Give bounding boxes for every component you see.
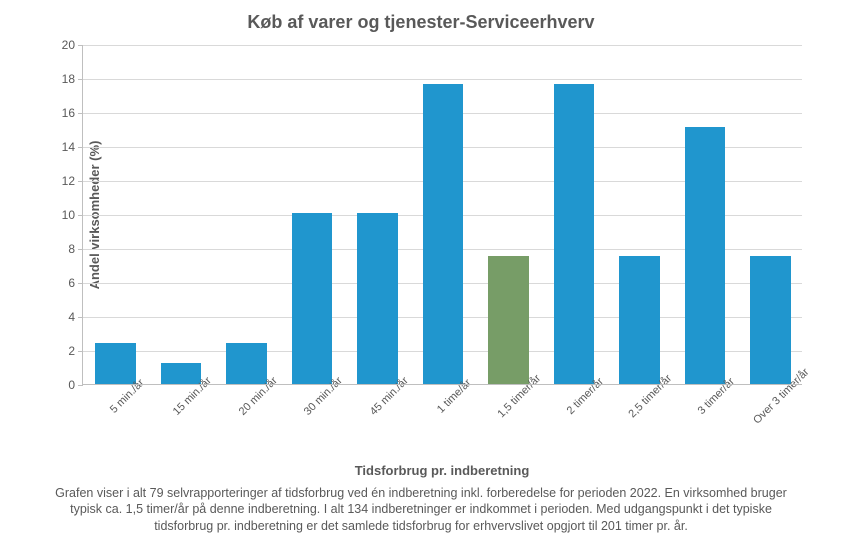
chart-title: Køb af varer og tjenester-Serviceerhverv — [0, 0, 842, 33]
x-axis-title: Tidsforbrug pr. indberetning — [82, 463, 802, 478]
y-tick-label: 2 — [68, 344, 83, 358]
bar — [488, 256, 529, 385]
bar — [357, 213, 398, 385]
y-tick-label: 10 — [62, 208, 83, 222]
y-tick-label: 4 — [68, 310, 83, 324]
chart-caption: Grafen viser i alt 79 selvrapporteringer… — [50, 485, 792, 534]
gridline — [83, 79, 802, 80]
x-axis-line — [82, 384, 802, 385]
plot-area: Andel virksomheder (%) 02468101214161820… — [82, 45, 802, 385]
gridline — [83, 45, 802, 46]
y-tick-label: 14 — [62, 140, 83, 154]
bar — [750, 256, 791, 385]
bar — [554, 84, 595, 385]
y-tick-label: 8 — [68, 242, 83, 256]
y-tick-label: 20 — [62, 38, 83, 52]
y-tick-label: 18 — [62, 72, 83, 86]
bar — [423, 84, 464, 385]
bar — [619, 256, 660, 385]
bar — [685, 127, 726, 385]
y-tick-label: 6 — [68, 276, 83, 290]
bar — [292, 213, 333, 385]
y-tick-label: 16 — [62, 106, 83, 120]
y-tick-label: 12 — [62, 174, 83, 188]
y-tick-label: 0 — [68, 378, 83, 392]
